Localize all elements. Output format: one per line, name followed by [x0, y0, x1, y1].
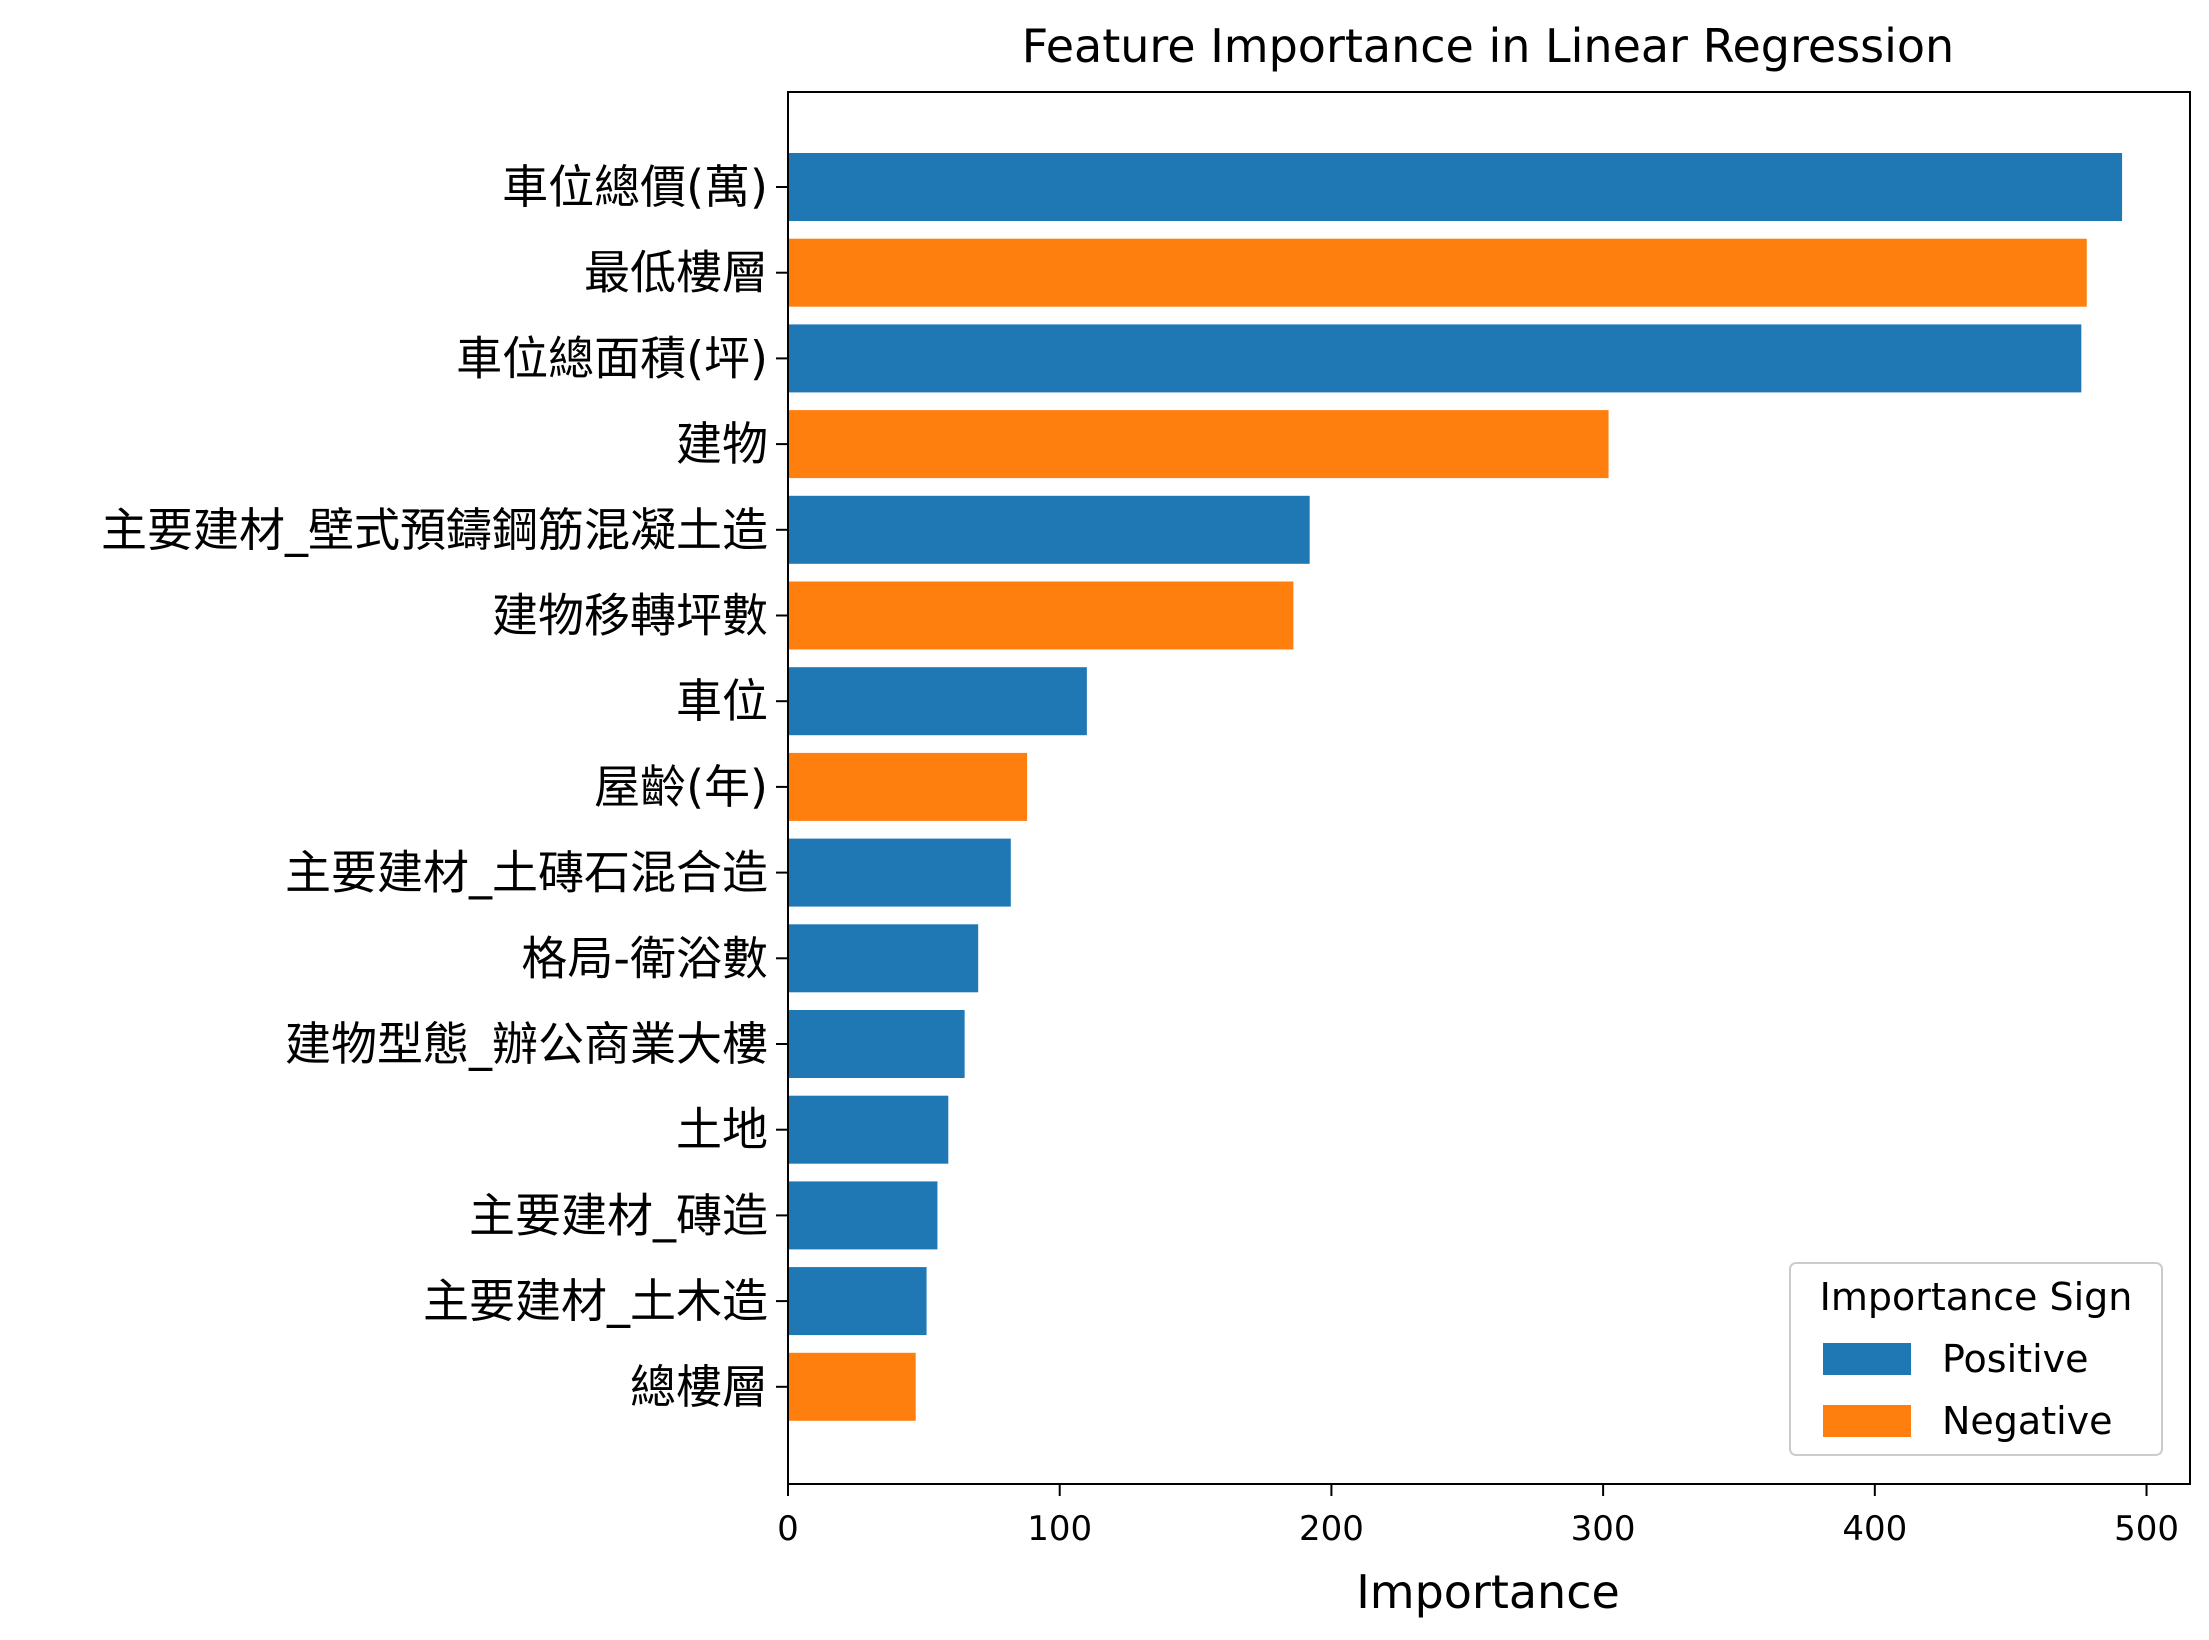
y-tick-label: 主要建材_土木造: [423, 1274, 768, 1328]
y-tick-label: 格局-衛浴數: [521, 931, 768, 985]
bar-12: [788, 1181, 938, 1250]
y-tick-label: 最低樓層: [584, 246, 768, 300]
y-tick-label: 車位總面積(坪): [456, 331, 768, 385]
bar-2: [788, 324, 2082, 393]
legend-swatch-negative: [1823, 1405, 1911, 1437]
x-axis-ticks: 0 100 200 300 400 500: [777, 1484, 2179, 1549]
bar-9: [788, 924, 979, 993]
x-tick-label: 100: [1027, 1509, 1092, 1549]
chart-title: Feature Importance in Linear Regression: [1022, 19, 1954, 73]
bar-14: [788, 1352, 916, 1421]
bar-1: [788, 238, 2087, 307]
x-tick-label: 400: [1842, 1509, 1907, 1549]
bar-7: [788, 752, 1028, 821]
bar-13: [788, 1267, 927, 1336]
legend-label-positive: Positive: [1942, 1337, 2089, 1381]
y-tick-label: 車位: [676, 674, 768, 728]
bar-6: [788, 667, 1087, 736]
y-tick-label: 總樓層: [630, 1360, 768, 1414]
x-tick-label: 500: [2114, 1509, 2179, 1549]
legend-swatch-positive: [1823, 1343, 1911, 1375]
x-tick-label: 0: [777, 1509, 799, 1549]
y-tick-label: 建物型態_辦公商業大樓: [285, 1017, 768, 1071]
y-tick-label: 主要建材_壁式預鑄鋼筋混凝土造: [101, 503, 768, 557]
bars-group: [788, 153, 2123, 1421]
bar-0: [788, 153, 2123, 221]
y-tick-label: 車位總價(萬): [502, 160, 768, 214]
y-tick-label: 土地: [676, 1103, 768, 1157]
x-tick-label: 200: [1299, 1509, 1364, 1549]
legend: Importance Sign Positive Negative: [1789, 1262, 2163, 1456]
y-tick-label: 屋齡(年): [594, 760, 768, 814]
legend-title: Importance Sign: [1820, 1275, 2133, 1319]
y-tick-label: 建物: [676, 417, 768, 471]
bar-10: [788, 1010, 965, 1078]
plot-area-frame: [787, 91, 2191, 1485]
y-tick-label: 建物移轉坪數: [492, 589, 768, 643]
x-tick-label: 300: [1571, 1509, 1636, 1549]
y-tick-label: 主要建材_土磚石混合造: [285, 846, 768, 900]
bar-3: [788, 410, 1609, 479]
bar-8: [788, 838, 1011, 907]
legend-label-negative: Negative: [1942, 1399, 2113, 1443]
bar-5: [788, 581, 1294, 650]
x-axis-label: Importance: [1356, 1565, 1620, 1619]
bar-11: [788, 1095, 949, 1164]
y-tick-label: 主要建材_磚造: [469, 1188, 768, 1242]
bar-4: [788, 495, 1310, 564]
